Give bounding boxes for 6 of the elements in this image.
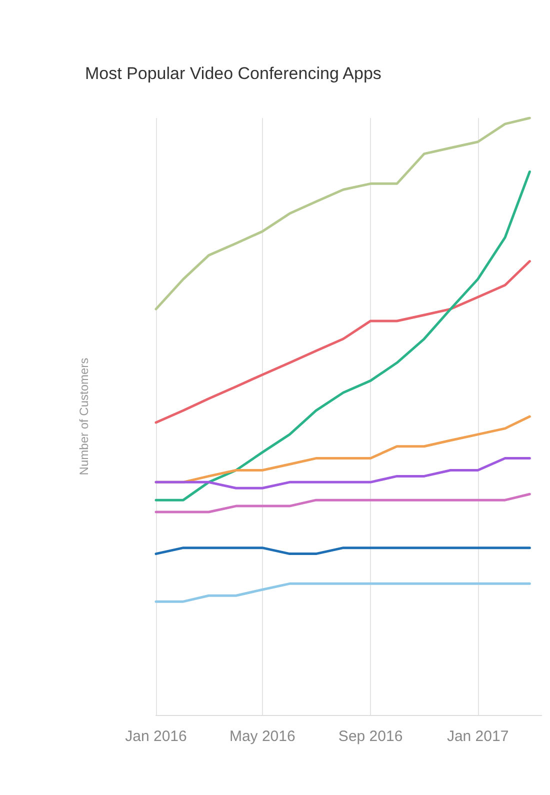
x-tick-label: Jan 2017	[446, 728, 509, 745]
x-tick-label: Sep 2016	[338, 728, 403, 745]
x-tick-label: Jan 2016	[125, 728, 187, 745]
y-axis-title: Number of Customers	[77, 358, 91, 476]
x-tick-label: May 2016	[229, 728, 296, 745]
chart-title: Most Popular Video Conferencing Apps	[85, 64, 382, 83]
